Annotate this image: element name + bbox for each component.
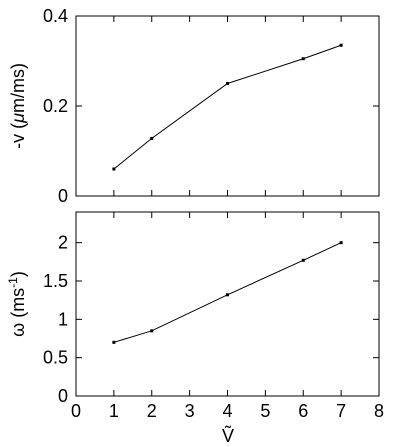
bottom-xtick-label-8: 8 bbox=[374, 401, 384, 421]
bottom-data-point-2 bbox=[226, 293, 229, 297]
bottom-xtick-label-2: 2 bbox=[147, 401, 157, 421]
bottom-xtick-label-5: 5 bbox=[260, 401, 270, 421]
bottom-data-point-4 bbox=[339, 241, 343, 245]
top-ytick-label-1: 0.2 bbox=[43, 96, 68, 116]
top-axis-ticks: 0 0.2 0.4 bbox=[43, 6, 380, 206]
top-panel-frame bbox=[75, 15, 380, 197]
bottom-xtick-label-4: 4 bbox=[222, 401, 232, 421]
bottom-ytick-label-2: 1 bbox=[58, 309, 68, 329]
bottom-ytick-label-4: 2 bbox=[58, 233, 68, 253]
bottom-xtick-label-3: 3 bbox=[185, 401, 195, 421]
bottom-ytick-label-0: 0 bbox=[58, 386, 68, 406]
bottom-ytick-label-3: 1.5 bbox=[43, 271, 68, 291]
top-y-axis-label: -v (μm/ms) bbox=[8, 63, 28, 149]
top-data-point-3 bbox=[301, 57, 305, 61]
top-series-line-0 bbox=[113, 44, 342, 170]
bottom-y-axis-label: ω (ms-1) bbox=[6, 271, 28, 337]
bottom-xtick-label-7: 7 bbox=[336, 401, 346, 421]
bottom-panel-frame bbox=[75, 211, 380, 397]
bottom-axis-ticks: 0 0.5 1 1.5 2 0 1 2 3 4 5 6 7 8 bbox=[43, 212, 384, 421]
top-data-point-2 bbox=[226, 82, 229, 85]
bottom-data-point-1 bbox=[150, 329, 154, 333]
bottom-xtick-label-6: 6 bbox=[298, 401, 308, 421]
bottom-ytick-label-1: 0.5 bbox=[43, 348, 68, 368]
top-series-group bbox=[112, 43, 343, 171]
bottom-xtick-label-0: 0 bbox=[71, 401, 81, 421]
bottom-series-group bbox=[112, 241, 343, 344]
bottom-data-point-0 bbox=[112, 340, 116, 344]
x-axis-label: Ṽ bbox=[222, 425, 234, 446]
bottom-series-line-0 bbox=[113, 242, 342, 343]
bottom-data-point-3 bbox=[301, 258, 305, 262]
top-ytick-label-2: 0.4 bbox=[43, 6, 68, 26]
top-data-point-1 bbox=[150, 136, 154, 140]
top-data-point-4 bbox=[339, 43, 343, 47]
top-ytick-label-0: 0 bbox=[58, 186, 68, 206]
top-data-point-0 bbox=[112, 167, 116, 171]
bottom-xtick-label-1: 1 bbox=[109, 401, 119, 421]
